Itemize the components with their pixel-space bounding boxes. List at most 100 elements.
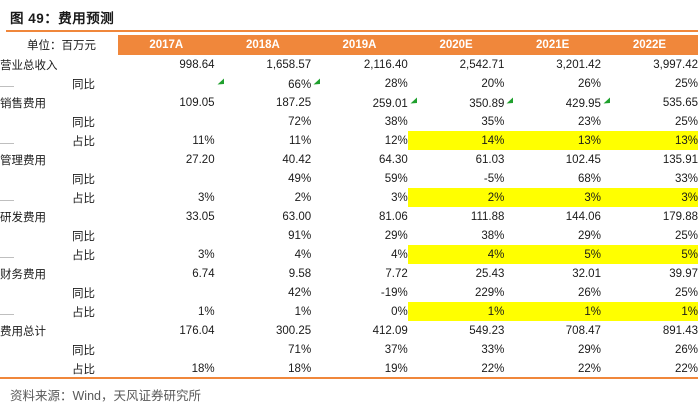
figure-title: 图 49：费用预测 (10, 11, 115, 26)
value-cell: 33.05 (185, 210, 215, 223)
column-header-2017a: 2017A (118, 35, 215, 55)
value-cell: 12% (384, 134, 408, 147)
value-cell: 71% (288, 343, 312, 356)
value-cell: 33% (674, 172, 698, 185)
table-row: 占比 11% 11% 12% 14% 13% 13% (0, 131, 698, 150)
value-cell: 22% (577, 362, 601, 375)
value-cell: 29% (384, 229, 408, 242)
value-cell: 40.42 (282, 153, 312, 166)
green-flag-icon (506, 97, 514, 103)
value-cell: 13% (600, 131, 698, 150)
value-cell: 26% (577, 286, 601, 299)
table-row: 同比 71% 37% 33% 29% 26% (0, 340, 698, 359)
value-cell: 144.06 (565, 210, 601, 223)
row-sublabel: 占比 (72, 192, 95, 205)
value-cell: 18% (288, 362, 312, 375)
value-cell: 19% (384, 362, 408, 375)
value-cell: 259.01 (311, 93, 417, 112)
value-cell: 5% (504, 245, 601, 264)
value-cell: 3% (504, 188, 601, 207)
table-row: 同比 72% 38% 35% 23% 25% (0, 112, 698, 131)
value-cell: 68% (577, 172, 601, 185)
value-cell: 1% (407, 302, 505, 321)
row-sublabel: 同比 (72, 78, 95, 91)
value-cell: 3% (197, 248, 215, 261)
value-cell: 91% (288, 229, 312, 242)
value-cell: 708.47 (565, 324, 601, 337)
value-cell: 6.74 (192, 267, 215, 280)
value-cell: 42% (288, 286, 312, 299)
value-cell: 187.25 (276, 96, 312, 109)
value-cell: 1% (294, 305, 312, 318)
value-cell: 412.09 (372, 324, 408, 337)
row-sublabel: 同比 (72, 344, 95, 357)
value-cell (118, 169, 215, 188)
value-cell: 5% (600, 245, 698, 264)
value-cell (118, 74, 224, 93)
value-cell: 4% (407, 245, 505, 264)
value-cell: 61.03 (475, 153, 505, 166)
unit-label: 单位：百万元 (0, 35, 118, 55)
table-row: 营业总收入 998.64 1,658.57 2,116.40 2,542.71 3,201… (0, 55, 698, 74)
value-cell: 32.01 (572, 267, 601, 280)
table-bottom-line (0, 377, 698, 379)
data-source-note: 资料来源：Wind，天风证券研究所 (10, 389, 201, 403)
value-cell: 23% (577, 115, 601, 128)
value-cell: -19% (380, 286, 408, 299)
value-cell: 39.97 (669, 267, 698, 280)
value-cell (118, 112, 215, 131)
green-flag-icon (603, 97, 610, 103)
value-cell: -5% (483, 172, 505, 185)
value-cell: 1,658.57 (266, 58, 312, 71)
value-cell: 3,997.42 (653, 58, 698, 71)
row-label: 财务费用 (0, 256, 118, 283)
value-cell: 11% (192, 134, 215, 147)
value-cell: 2% (407, 188, 505, 207)
value-cell: 20% (481, 77, 505, 90)
table-row: 研发费用 33.05 63.00 81.06 111.88 144.06 179.88 (0, 199, 698, 226)
table-row: 同比 49% 59% -5% 68% 33% (0, 169, 698, 188)
value-cell: 29% (577, 229, 601, 242)
value-cell: 2,116.40 (363, 58, 408, 71)
value-cell: 64.30 (379, 153, 408, 166)
row-sublabel: 同比 (72, 287, 95, 300)
row-sublabel: 同比 (72, 230, 95, 243)
column-header-2018a: 2018A (214, 35, 312, 55)
value-cell: 1% (600, 302, 698, 321)
green-flag-icon (217, 78, 224, 84)
value-cell: 176.04 (179, 324, 215, 337)
value-cell: 9.58 (288, 267, 312, 280)
row-label: 费用总计 (0, 313, 118, 340)
table-row: 同比 66% 28% 20% 26% 25% (0, 74, 698, 93)
table-row: 财务费用 6.74 9.58 7.72 25.43 32.01 39.97 (0, 256, 698, 283)
value-cell: 59% (384, 172, 408, 185)
table-row: 占比 1% 1% 0% 1% 1% 1% (0, 302, 698, 321)
value-cell: 229% (474, 286, 505, 299)
table-row: 费用总计 176.04 300.25 412.09 549.23 708.47 891.43 (0, 313, 698, 340)
table-row: 销售费用 109.05 187.25 259.01 350.89 429.95 535.65 (0, 85, 698, 112)
table-row: 占比 18% 18% 19% 22% 22% 22% (0, 359, 698, 378)
title-divider-line (6, 30, 698, 32)
value-cell: 25% (674, 229, 698, 242)
value-cell: 33% (481, 343, 505, 356)
value-cell: 429.95 (504, 93, 610, 112)
value-cell: 1% (197, 305, 215, 318)
row-label: 研发费用 (0, 199, 118, 226)
row-sublabel: 占比 (72, 249, 95, 262)
column-header-2022e: 2022E (600, 35, 698, 55)
value-cell: 22% (674, 362, 698, 375)
column-header-2019a: 2019A (311, 35, 408, 55)
value-cell: 37% (384, 343, 408, 356)
value-cell: 2% (294, 191, 312, 204)
row-sublabel: 同比 (72, 173, 95, 186)
value-cell: 72% (288, 115, 312, 128)
value-cell: 3% (600, 188, 698, 207)
column-header-2021e: 2021E (504, 35, 601, 55)
value-cell: 26% (674, 343, 698, 356)
value-cell: 3% (391, 191, 408, 204)
value-cell: 4% (391, 248, 408, 261)
value-cell: 111.88 (470, 210, 505, 223)
value-cell (118, 226, 215, 245)
forecast-table-body: 营业总收入 998.64 1,658.57 2,116.40 2,542.71 3,201… (0, 55, 698, 378)
